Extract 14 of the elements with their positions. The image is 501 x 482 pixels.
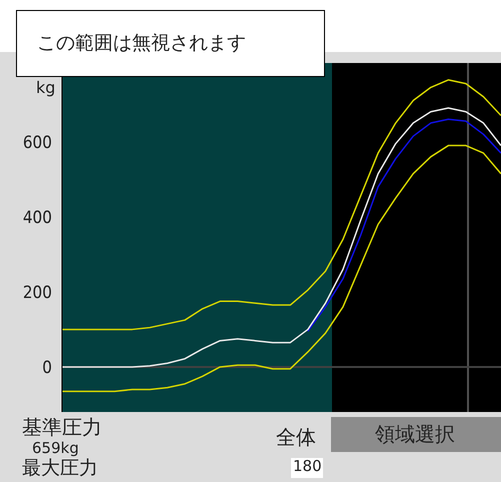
text: 全体 [276, 425, 316, 449]
text: 659kg [32, 439, 79, 457]
text: 領域選択 [375, 422, 455, 446]
line-series [61, 144, 501, 392]
line-series [61, 79, 501, 330]
text: この範囲は無視されます [37, 32, 246, 54]
y-axis-title: kg [36, 78, 56, 97]
y-tick-label: 600 [22, 132, 52, 153]
y-tick-label: 400 [22, 208, 52, 228]
text: 基準圧力 [22, 415, 102, 439]
line-series [307, 118, 501, 332]
text: 最大圧力 [22, 457, 98, 479]
y-tick-label: 0 [42, 358, 52, 378]
y-tick-label: 200 [22, 282, 52, 303]
